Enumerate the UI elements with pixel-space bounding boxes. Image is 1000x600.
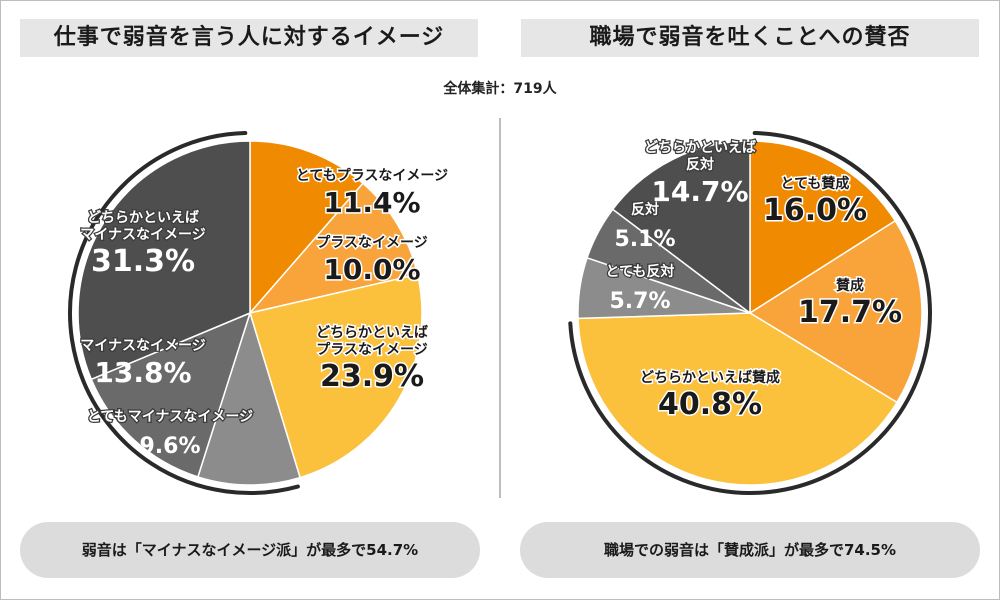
pie-slice-left-2	[247, 182, 419, 315]
slice-category-left-3-line-2: プラスなイメージ	[316, 342, 427, 358]
slice-value-left-3: 23.9%	[320, 359, 424, 394]
pie-slice-left-3	[249, 273, 423, 479]
slice-category-right-6-line-1: どちらかといえば	[644, 140, 756, 156]
pie-slice-left-1	[249, 140, 364, 316]
slice-label-right-4: とても反対 5.7%	[604, 262, 675, 314]
pie-chart-left: とてもプラスなイメージ11.4%プラスなイメージ10.0%どちらかといえばプラス…	[68, 131, 450, 495]
slice-label-left-2: プラスなイメージ 10.0%	[315, 234, 429, 288]
slice-category-right-6-line-2: 反対	[686, 156, 714, 173]
slice-category-left-6-line-2: マイナスなイメージ	[80, 227, 205, 243]
pie-slice-right-6	[611, 140, 751, 315]
highlight-ring-right	[568, 131, 933, 495]
right-chart-title: 職場で弱音を吐くことへの賛否	[521, 19, 979, 57]
right-summary-pill: 職場での弱音は「賛成派」が最多で74.5%	[520, 522, 980, 578]
slice-value-left-2: 10.0%	[323, 253, 420, 286]
slice-label-left-5: マイナスなイメージ 13.8%	[79, 337, 207, 389]
pie-slice-left-6	[77, 140, 251, 381]
left-summary-pill: 弱音は「マイナスなイメージ派」が最多で54.7%	[20, 522, 480, 578]
pie-slice-left-5	[90, 311, 252, 478]
slice-label-left-1: とてもプラスなイメージ 11.4%	[294, 167, 449, 221]
pie-chart-right: とても賛成16.0%賛成17.7%どちらかといえば賛成40.8%とても反対5.7…	[568, 131, 933, 495]
slice-value-right-3: 40.8%	[658, 387, 762, 422]
slice-category-right-1-line-1: とても賛成	[781, 175, 850, 192]
slice-value-right-4: 5.7%	[609, 289, 670, 314]
slice-value-left-6: 31.3%	[91, 244, 195, 279]
pie-slice-right-2	[748, 219, 923, 404]
pie-slice-right-1	[749, 140, 897, 315]
slice-value-left-5: 13.8%	[94, 356, 191, 389]
slice-category-right-3-line-1: どちらかといえば賛成	[640, 369, 780, 386]
slice-category-left-2-line-1: プラスなイメージ	[316, 235, 427, 251]
slice-category-left-6-line-1: どちらかといえば	[87, 210, 199, 226]
slice-category-right-5-line-1: 反対	[631, 201, 659, 218]
slice-value-left-1: 11.4%	[323, 186, 420, 219]
slice-value-left-4: 9.6%	[139, 434, 200, 459]
total-respondents: 全体集計：719人	[443, 81, 557, 97]
slice-category-right-2-line-1: 賛成	[836, 277, 864, 294]
highlight-ring-left	[68, 131, 300, 495]
left-chart-title: 仕事で弱音を言う人に対するイメージ	[20, 19, 478, 57]
slice-value-right-1: 16.0%	[763, 193, 867, 228]
slice-label-right-5: 反対 5.1%	[614, 200, 675, 252]
slice-label-left-4: とてもマイナスなイメージ 9.6%	[86, 408, 255, 459]
chart-divider	[499, 118, 501, 498]
pie-slice-left-4	[196, 310, 301, 486]
pie-slice-right-3	[577, 312, 898, 486]
slice-category-left-1-line-1: とてもプラスなイメージ	[296, 168, 448, 184]
slice-value-right-6: 14.7%	[651, 175, 748, 208]
slice-category-left-5-line-1: マイナスなイメージ	[80, 338, 205, 354]
slice-value-right-2: 17.7%	[798, 295, 902, 330]
slice-value-right-5: 5.1%	[614, 227, 675, 252]
slice-category-left-4-line-1: とてもマイナスなイメージ	[87, 409, 253, 425]
slice-category-right-4-line-1: とても反対	[606, 263, 675, 280]
slice-category-left-3-line-1: どちらかといえば	[316, 325, 428, 341]
